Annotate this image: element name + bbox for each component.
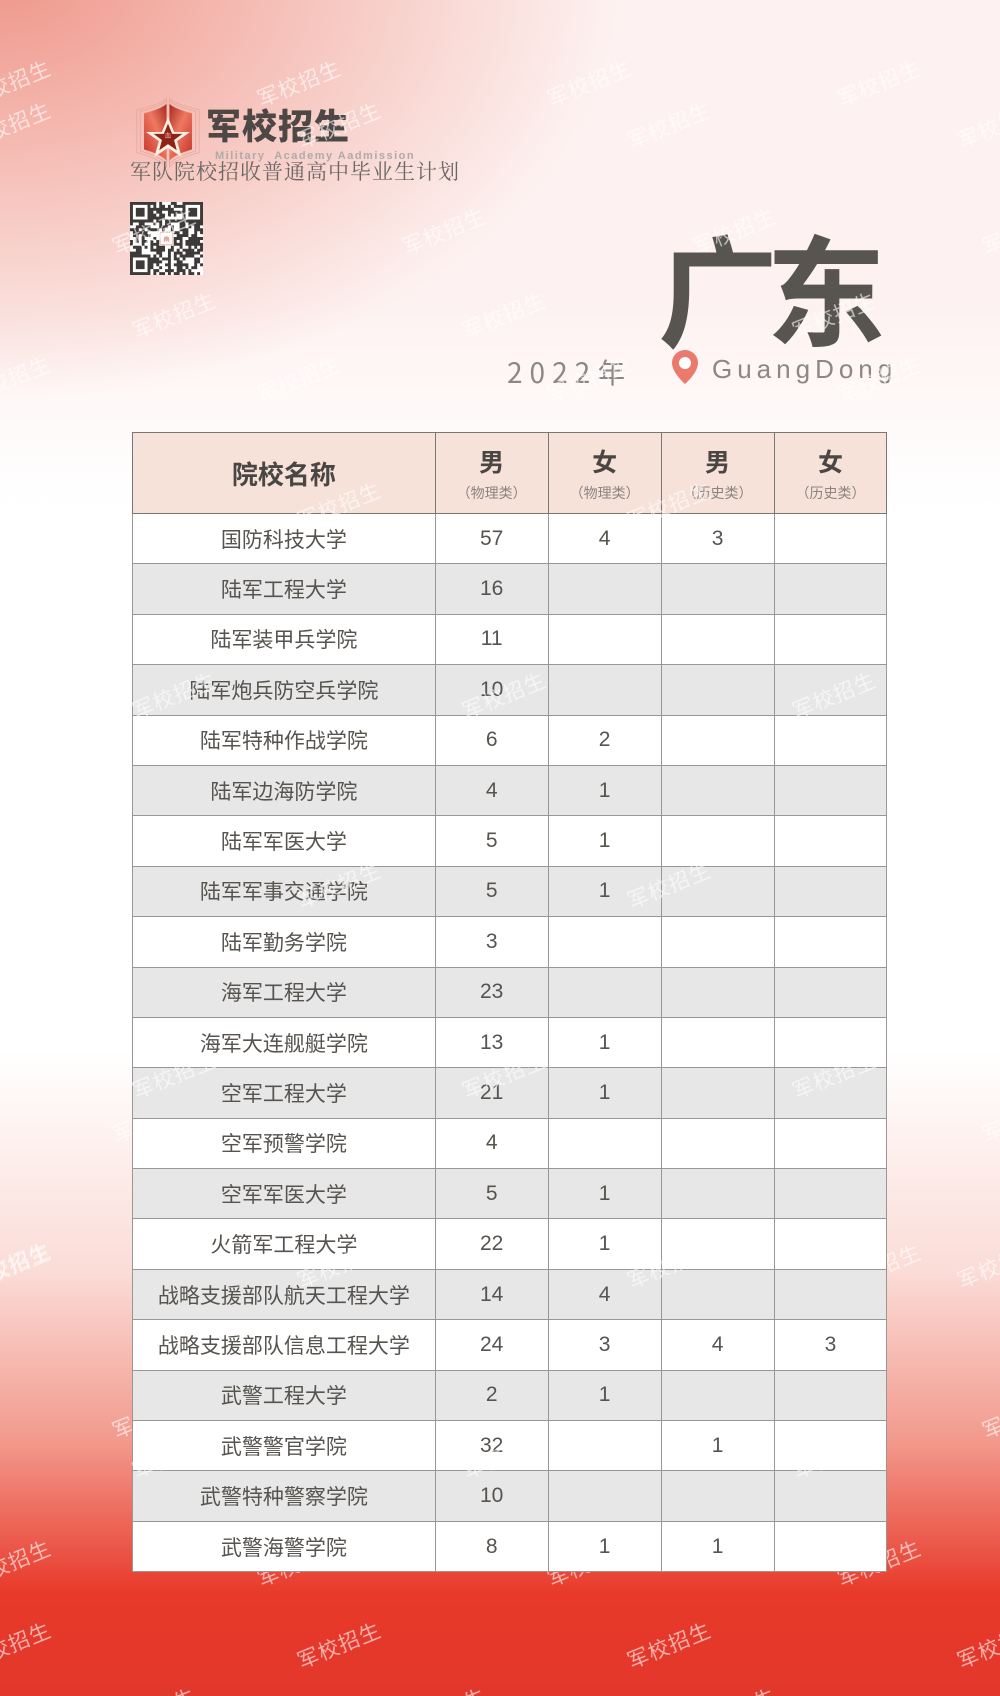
svg-text:血: 血 [165, 130, 172, 139]
